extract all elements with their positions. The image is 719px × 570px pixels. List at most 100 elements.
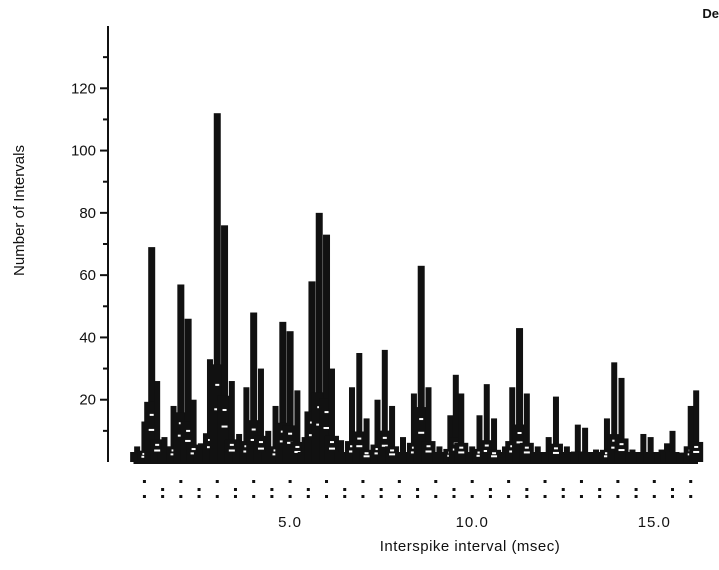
y-tick-label: 40 — [79, 329, 96, 346]
spike-bar — [491, 418, 498, 462]
x-tick-dot — [397, 495, 401, 498]
spike-shoulder — [643, 452, 658, 462]
spike-speckle — [185, 439, 192, 442]
spike-speckle — [364, 452, 369, 455]
spike-shoulder — [334, 452, 349, 462]
y-tick-label: 100 — [71, 143, 96, 160]
spike-bar — [476, 415, 483, 462]
x-tick-dot — [379, 495, 383, 498]
x-tick-dot — [215, 480, 219, 483]
x-tick-dot — [598, 495, 602, 498]
spike-speckle — [288, 432, 293, 435]
spike-bar — [582, 427, 589, 462]
x-tick-dot — [361, 480, 365, 483]
x-tick-dot — [361, 495, 365, 498]
y-tick-label: 60 — [79, 267, 96, 284]
x-tick-dot — [179, 495, 183, 498]
x-tick-dot — [689, 495, 693, 498]
x-tick-dot — [507, 480, 511, 483]
spike-bar — [552, 396, 559, 462]
spike-speckle — [350, 445, 355, 448]
corner-text: De — [702, 6, 719, 21]
x-tick-dot — [325, 495, 329, 498]
x-tick-dot — [525, 495, 529, 498]
x-tick-dot — [689, 480, 693, 483]
spike-speckle — [611, 446, 618, 449]
x-tick-dot — [233, 488, 237, 491]
spike-bar — [323, 234, 331, 462]
spike-speckle — [604, 452, 609, 455]
spike-speckle — [229, 443, 234, 446]
spike-speckle — [694, 445, 699, 448]
spike-speckle — [295, 445, 300, 448]
spike-speckle — [390, 449, 395, 452]
spike-shoulder — [261, 452, 276, 462]
spike-speckle — [374, 452, 381, 455]
spike-bar — [213, 113, 221, 462]
spike-speckle — [612, 439, 617, 442]
spike-speckle — [517, 432, 522, 435]
spike-speckle — [357, 437, 362, 440]
spike-shoulder — [497, 452, 512, 462]
spike-bar — [257, 368, 264, 462]
spike-bar — [618, 377, 625, 462]
spike-bar — [279, 321, 287, 462]
spike-bar — [236, 433, 243, 462]
spike-bar — [161, 437, 168, 462]
x-tick-dot — [470, 480, 474, 483]
x-tick-dot — [270, 488, 274, 491]
spike-speckle — [603, 455, 610, 458]
x-tick-label: 5.0 — [278, 514, 302, 531]
x-tick-dot — [215, 495, 219, 498]
spike-bar — [148, 247, 156, 462]
spike-speckle — [477, 451, 482, 454]
spike-bar — [250, 312, 258, 462]
spike-bar — [574, 424, 581, 462]
x-tick-dot — [379, 488, 383, 491]
spike-bar — [381, 349, 388, 462]
spike-bar — [154, 381, 161, 462]
spike-speckle — [425, 450, 432, 453]
y-axis-label-wrapper: Number of Intervals — [4, 80, 34, 340]
spike-speckle — [523, 451, 530, 454]
x-tick-dot — [142, 495, 146, 498]
spike-bar — [374, 399, 381, 462]
spike-bar — [363, 418, 370, 462]
x-tick-dot — [452, 495, 456, 498]
spike-speckle — [375, 448, 380, 451]
spike-speckle — [382, 436, 387, 439]
x-tick-label: 15.0 — [638, 514, 671, 531]
spike-speckle — [191, 448, 196, 451]
spike-shoulder — [157, 452, 172, 462]
spike-bar — [647, 437, 654, 462]
spike-speckle — [324, 411, 329, 414]
spike-speckle — [491, 455, 498, 458]
spike-bar — [603, 418, 610, 462]
spike-speckle — [426, 445, 431, 448]
y-axis-label: Number of Intervals — [10, 144, 28, 276]
x-tick-dot — [343, 488, 347, 491]
x-tick-dot — [634, 488, 638, 491]
x-axis-label: Interspike interval (msec) — [379, 538, 561, 555]
spike-shoulder — [541, 452, 556, 462]
spike-shoulder — [636, 452, 651, 462]
x-tick-dot — [288, 480, 292, 483]
spike-speckle — [257, 447, 264, 450]
spike-speckle — [222, 408, 227, 411]
x-tick-dot — [306, 488, 310, 491]
x-tick-dot — [671, 488, 675, 491]
x-tick-dot — [616, 495, 620, 498]
spike-bar — [265, 430, 272, 462]
spike-shoulder — [232, 452, 247, 462]
x-tick-dot — [416, 488, 420, 491]
x-tick-dot — [543, 495, 547, 498]
spike-speckle — [221, 425, 228, 428]
x-tick-dot — [434, 480, 438, 483]
spike-shoulder — [589, 452, 604, 462]
spike-speckle — [516, 441, 523, 444]
x-tick-dot — [179, 480, 183, 483]
spike-speckle — [287, 441, 294, 444]
x-tick-dot — [507, 495, 511, 498]
spike-speckle — [492, 452, 497, 455]
